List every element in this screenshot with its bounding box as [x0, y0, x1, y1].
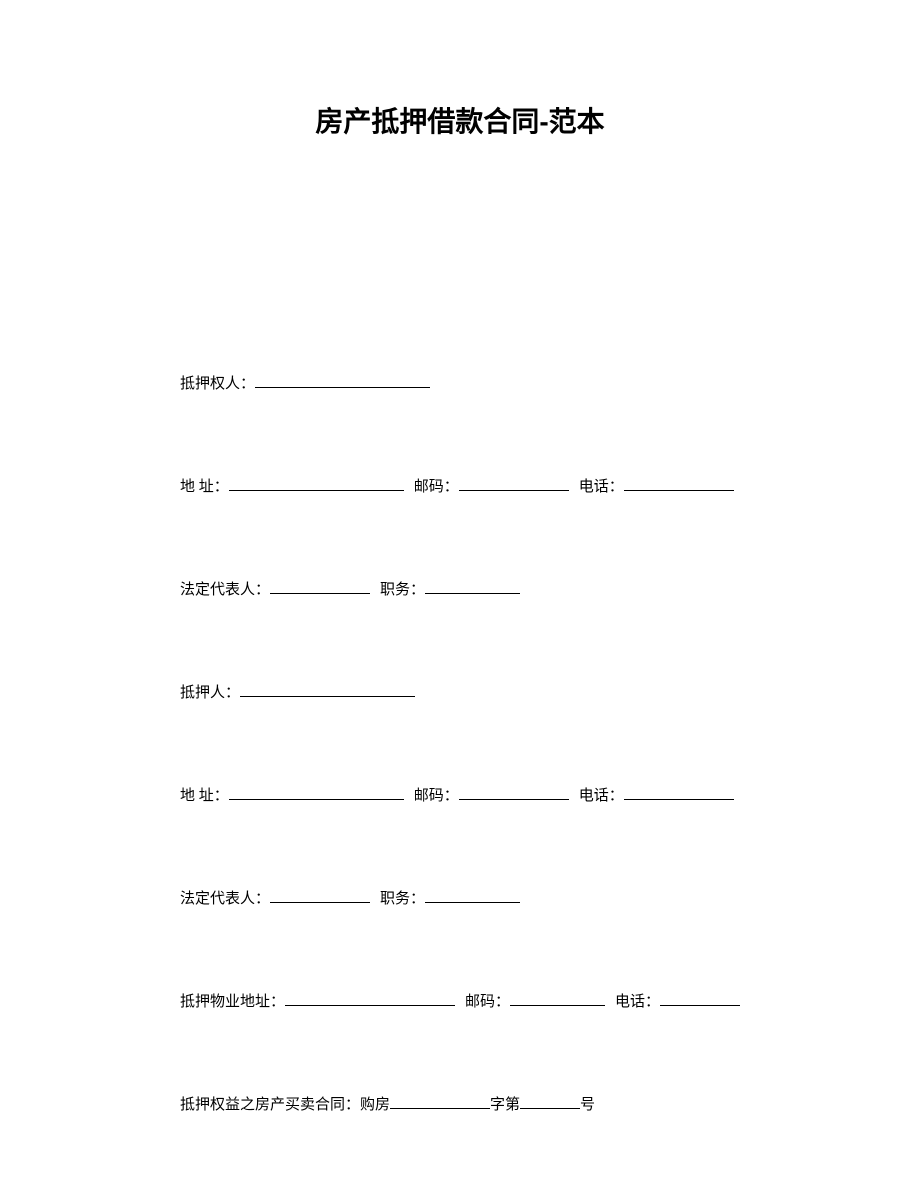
postcode-input-line-2[interactable]: [459, 782, 569, 800]
mortgagor-row: 抵押人：: [180, 679, 740, 702]
property-address-label: 抵押物业地址：: [180, 990, 285, 1011]
mortgagor-label: 抵押人：: [180, 681, 240, 702]
address-row-2: 地 址： 邮码： 电话：: [180, 782, 740, 805]
postcode-label-1: 邮码：: [414, 475, 459, 496]
address-row-1: 地 址： 邮码： 电话：: [180, 473, 740, 496]
address-label-1: 地 址：: [180, 475, 229, 496]
position-label-1: 职务：: [380, 578, 425, 599]
contract-label: 抵押权益之房产买卖合同：购房: [180, 1093, 390, 1114]
address-input-line-2[interactable]: [229, 782, 404, 800]
mortgagee-row: 抵押权人：: [180, 370, 740, 393]
legal-rep-row-1: 法定代表人： 职务：: [180, 576, 740, 599]
mortgagor-input-line[interactable]: [240, 679, 415, 697]
legal-rep-row-2: 法定代表人： 职务：: [180, 885, 740, 908]
position-label-2: 职务：: [380, 887, 425, 908]
phone-input-line-2[interactable]: [624, 782, 734, 800]
phone-label-2: 电话：: [579, 784, 624, 805]
position-input-line-2[interactable]: [425, 885, 520, 903]
zidi-label: 字第: [490, 1093, 520, 1114]
postcode-label-3: 邮码：: [465, 990, 510, 1011]
postcode-input-line-1[interactable]: [459, 473, 569, 491]
address-input-line-1[interactable]: [229, 473, 404, 491]
address-label-2: 地 址：: [180, 784, 229, 805]
legal-rep-label-2: 法定代表人：: [180, 887, 270, 908]
phone-input-line-3[interactable]: [660, 988, 740, 1006]
contract-purchase-line[interactable]: [390, 1091, 490, 1109]
phone-label-3: 电话：: [615, 990, 660, 1011]
postcode-input-line-3[interactable]: [510, 988, 605, 1006]
mortgagee-label: 抵押权人：: [180, 372, 255, 393]
contract-row: 抵押权益之房产买卖合同：购房 字第 号: [180, 1091, 740, 1114]
property-address-input-line[interactable]: [285, 988, 455, 1006]
hao-label: 号: [580, 1093, 595, 1114]
property-address-row: 抵押物业地址： 邮码： 电话：: [180, 988, 740, 1011]
legal-rep-label-1: 法定代表人：: [180, 578, 270, 599]
legal-rep-input-line-2[interactable]: [270, 885, 370, 903]
phone-label-1: 电话：: [579, 475, 624, 496]
document-title: 房产抵押借款合同-范本: [180, 100, 740, 140]
mortgagee-input-line[interactable]: [255, 370, 430, 388]
phone-input-line-1[interactable]: [624, 473, 734, 491]
postcode-label-2: 邮码：: [414, 784, 459, 805]
contract-number-line[interactable]: [520, 1091, 580, 1109]
legal-rep-input-line-1[interactable]: [270, 576, 370, 594]
position-input-line-1[interactable]: [425, 576, 520, 594]
